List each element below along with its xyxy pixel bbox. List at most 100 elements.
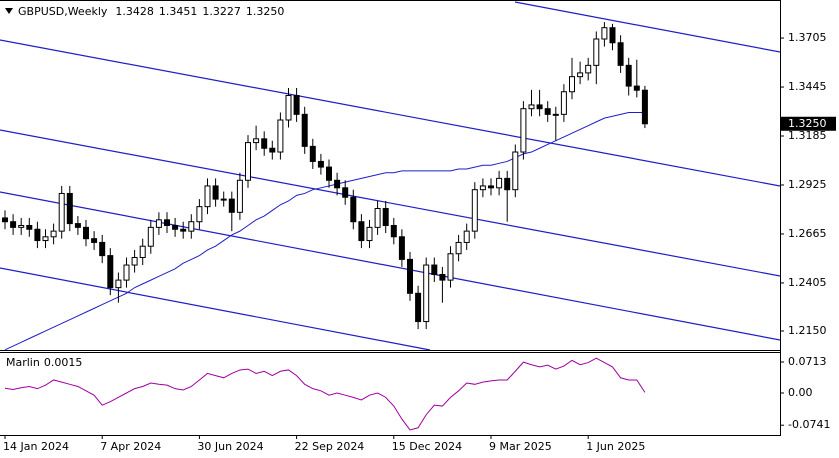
candle-body <box>479 185 486 191</box>
candle-body <box>504 177 511 191</box>
chart-frame <box>0 0 781 436</box>
y-tick-label: 1.2405 <box>788 276 827 289</box>
candle-body <box>496 177 503 189</box>
x-tick-label: 7 Apr 2024 <box>100 440 161 453</box>
candle-body <box>593 38 600 66</box>
candle-body <box>34 228 41 242</box>
candle-body <box>245 142 251 181</box>
candle-body <box>236 179 243 213</box>
channel-line <box>0 39 781 187</box>
candle-body <box>617 42 624 66</box>
candle-body <box>544 108 551 115</box>
candle-body <box>528 104 535 110</box>
candle-body <box>180 228 187 232</box>
candle-body <box>641 89 648 125</box>
candle-body <box>407 258 413 294</box>
y-tick-label: 1.3705 <box>788 31 827 44</box>
y-tick-label: 1.2925 <box>788 178 827 191</box>
candle-body <box>569 76 575 93</box>
candle-body <box>293 95 300 115</box>
candle-body <box>455 241 462 255</box>
candle-body <box>447 253 454 281</box>
symbol: GBPUSD,Weekly <box>18 5 108 18</box>
candle-body <box>2 217 8 223</box>
channel-line <box>0 129 781 277</box>
candle-body <box>188 221 195 232</box>
candle-body <box>431 264 438 275</box>
candle-body <box>74 223 81 228</box>
x-tick-label: 14 Jan 2024 <box>3 440 69 453</box>
candle-body <box>123 264 130 281</box>
candle-body <box>155 219 162 228</box>
candle-body <box>463 230 470 243</box>
oscillator-name: Marlin <box>6 356 40 369</box>
candle-body <box>277 119 284 153</box>
candle-body <box>196 206 203 223</box>
candle-body <box>415 292 422 323</box>
candle-body <box>350 196 357 223</box>
y-tick-label: 0.0713 <box>788 355 827 368</box>
candle-body <box>560 91 567 115</box>
candle-body <box>18 224 25 228</box>
candle-body <box>390 224 397 238</box>
candle-body <box>139 245 146 259</box>
candle-body <box>309 145 316 162</box>
candle-body <box>585 64 592 74</box>
candle-body <box>50 230 57 238</box>
candle-body <box>261 138 268 149</box>
y-tick-label: 0.00 <box>788 386 813 399</box>
close-value: 1.3250 <box>246 5 285 18</box>
candle-body <box>26 224 33 230</box>
candle-body <box>577 72 584 78</box>
candle-body <box>115 279 122 289</box>
candle-body <box>342 187 349 198</box>
channel-line <box>0 191 781 341</box>
candle-body <box>326 166 332 181</box>
candle-body <box>91 238 98 243</box>
candle-body <box>147 226 154 247</box>
candle-body <box>601 27 608 40</box>
y-tick-label: -0.0741 <box>788 418 830 431</box>
y-tick-label: 1.2665 <box>788 227 827 240</box>
channel-line <box>514 1 781 53</box>
candle-body <box>609 27 616 44</box>
candle-body <box>334 179 341 189</box>
collapse-icon[interactable] <box>5 8 13 14</box>
candle-body <box>83 226 89 240</box>
candle-body <box>439 273 446 281</box>
moving-average <box>4 111 645 351</box>
candle-body <box>301 113 308 147</box>
candle-body <box>317 160 324 168</box>
candle-body <box>423 264 430 323</box>
candle-body <box>512 151 519 191</box>
candle-body <box>253 138 260 144</box>
y-tick-label: 1.2150 <box>788 324 827 337</box>
candle-body <box>131 257 138 266</box>
oscillator-label: Marlin 0.0015 <box>6 356 82 369</box>
open-value: 1.3428 <box>115 5 154 18</box>
candle-body <box>358 221 365 242</box>
low-value: 1.3227 <box>202 5 241 18</box>
candle-body <box>520 108 527 153</box>
candle-body <box>10 221 17 228</box>
candle-body <box>382 208 389 226</box>
candle-body <box>42 236 49 242</box>
candle-body <box>228 198 235 213</box>
candle-body <box>374 208 381 228</box>
candle-body <box>164 219 170 226</box>
oscillator-line <box>4 357 646 431</box>
candle-body <box>536 104 543 110</box>
candle-body <box>220 198 227 201</box>
last-price-badge <box>781 116 836 131</box>
candle-body <box>204 185 211 208</box>
last-price-label: 1.3250 <box>788 117 827 130</box>
candle-body <box>99 241 106 257</box>
y-tick-label: 1.3185 <box>788 129 827 142</box>
candle-body <box>107 255 114 289</box>
candle-body <box>172 224 179 230</box>
candle-body <box>633 85 640 91</box>
candle-body <box>488 185 494 189</box>
oscillator-value: 0.0015 <box>44 356 83 369</box>
